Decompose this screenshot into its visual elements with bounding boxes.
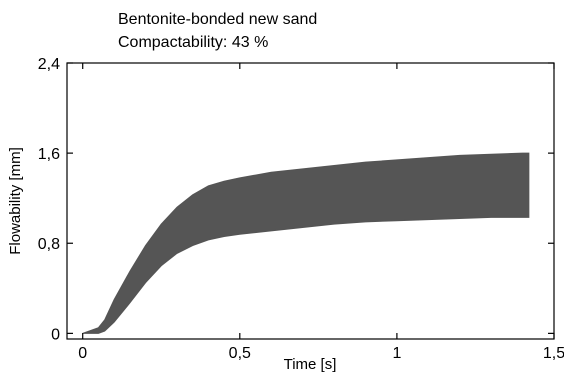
y-axis-ticks: 0 0,8 1,6 2,4 — [38, 56, 554, 343]
chart-title-line-2: Compactability: 43 % — [118, 34, 268, 51]
y-tick-label: 0 — [51, 326, 60, 343]
y-axis-label: Flowability [mm] — [7, 147, 24, 255]
y-tick-label: 1,6 — [38, 146, 60, 163]
flowability-band — [82, 152, 530, 334]
x-tick-label: 1 — [392, 345, 401, 362]
x-tick-label: 0,5 — [229, 345, 251, 362]
y-tick-label: 2,4 — [38, 56, 60, 73]
chart-title-line-1: Bentonite-bonded new sand — [118, 11, 317, 28]
x-axis-label: Time [s] — [284, 356, 337, 373]
y-tick-label: 0,8 — [38, 236, 60, 253]
plot-frame — [66, 62, 555, 340]
x-axis-ticks: 0 0,5 1 1,5 — [78, 63, 564, 362]
x-tick-label: 1,5 — [543, 345, 564, 362]
x-tick-label: 0 — [78, 345, 87, 362]
